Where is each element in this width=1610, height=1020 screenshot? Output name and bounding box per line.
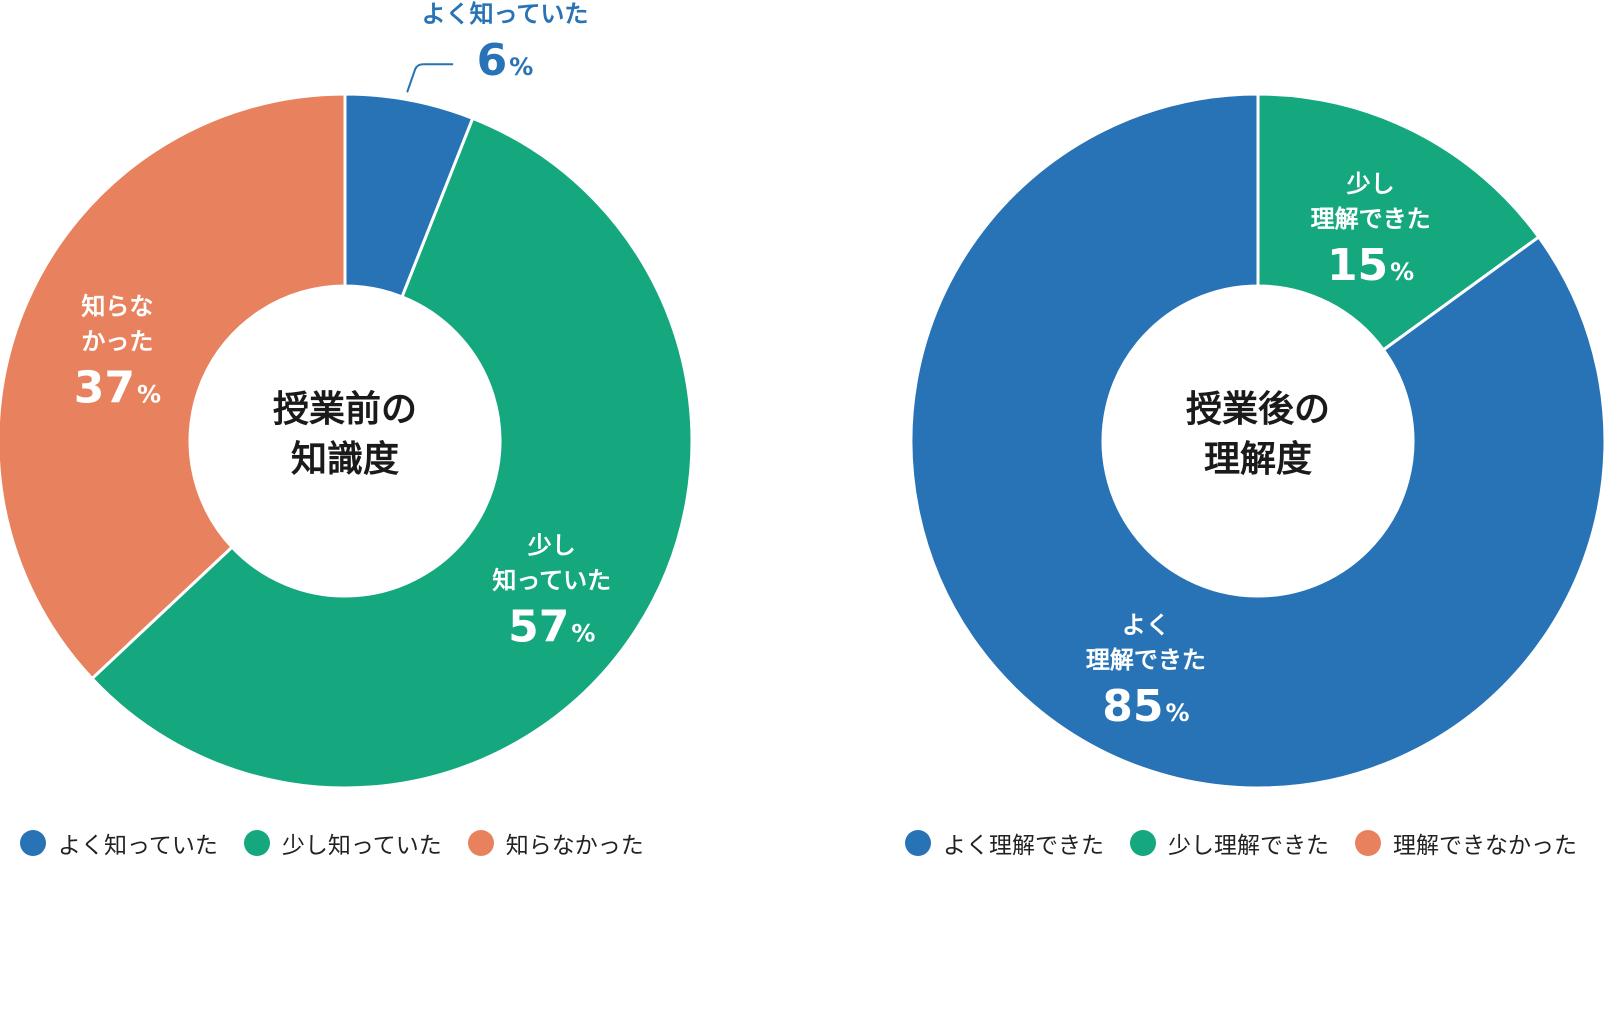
legend-label: 知らなかった — [505, 833, 644, 859]
legend-item-somewhat-known: 少し知っていた — [243, 826, 442, 860]
legend-label: よく知っていた — [58, 833, 218, 859]
slice-value: 37% — [74, 363, 161, 414]
chart-center-title: 授業前の — [273, 389, 417, 430]
slice-label-line: 理解できた — [1086, 646, 1206, 674]
donut-slice — [0, 92, 347, 681]
slice-value: 85% — [1102, 681, 1189, 732]
chart-center-title: 知識度 — [291, 439, 399, 480]
slice-label-line: 少し — [527, 532, 576, 560]
legend-label: 理解できなかった — [1393, 833, 1577, 859]
callout-value: 6% — [477, 35, 534, 86]
legend-label: よく理解できた — [943, 833, 1104, 859]
slice-label-line: 知らな — [81, 293, 153, 321]
callout-label-line: よく知っていた — [422, 0, 589, 28]
legend-dot — [20, 830, 46, 856]
slice-label-line: 理解できた — [1311, 205, 1431, 233]
slice-value: 57% — [508, 602, 595, 653]
donut-slice — [1256, 92, 1541, 352]
slice-label-line: 知っていた — [492, 567, 611, 595]
slice-label-line: よく — [1122, 611, 1170, 639]
legend-item-understood-somewhat: 少し理解できた — [1130, 826, 1329, 860]
legend-item-well-known: よく知っていた — [20, 826, 218, 860]
legend-after: よく理解できた 少し理解できた 理解できなかった — [905, 826, 1577, 860]
legend-item-not-understood: 理解できなかった — [1355, 826, 1577, 860]
legend-dot — [1130, 830, 1156, 856]
legend-label: 少し理解できた — [1168, 833, 1329, 859]
legend-item-not-known: 知らなかった — [467, 826, 644, 860]
legend-before: よく知っていた 少し知っていた 知らなかった — [20, 826, 670, 860]
legend-dot — [467, 830, 494, 856]
callout-line — [406, 63, 454, 93]
slice-label-line: かった — [81, 328, 153, 356]
legend-dot — [1355, 830, 1381, 856]
donut-slice — [89, 116, 694, 790]
chart-center-title: 理解度 — [1204, 439, 1312, 480]
legend-dot — [243, 830, 270, 856]
slice-value: 15% — [1327, 240, 1414, 291]
legend-dot — [905, 830, 931, 856]
slice-label-line: 少し — [1346, 170, 1395, 198]
legend-label: 少し知っていた — [281, 833, 442, 859]
chart-center-title: 授業後の — [1186, 389, 1330, 430]
legend-item-understood-well: よく理解できた — [905, 826, 1104, 860]
donut-slice — [909, 92, 1607, 790]
